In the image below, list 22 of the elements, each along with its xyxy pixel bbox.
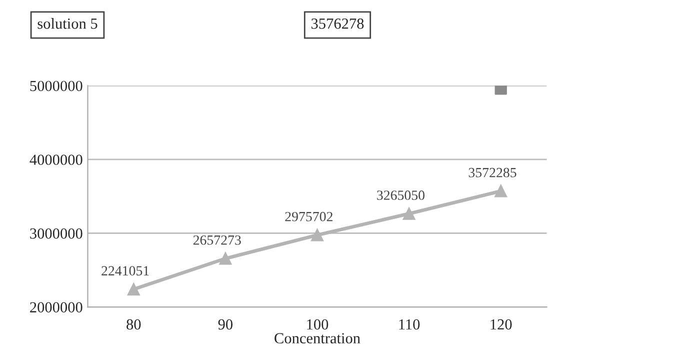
x-tick-label: 90 bbox=[218, 319, 233, 330]
data-label: 2657273 bbox=[193, 235, 241, 245]
text: 3576278 bbox=[311, 18, 364, 29]
x-tick-label: 100 bbox=[307, 319, 328, 330]
x-tick-label: 80 bbox=[126, 319, 141, 330]
x-axis-title: Concentration bbox=[274, 333, 360, 344]
point bbox=[311, 228, 324, 242]
x-tick-label: 110 bbox=[399, 319, 420, 330]
data-label: 3572285 bbox=[468, 168, 516, 178]
point bbox=[494, 184, 508, 198]
y-tick-label: 3000000 bbox=[30, 228, 82, 239]
text: solution 5 bbox=[38, 18, 98, 29]
point bbox=[127, 282, 140, 296]
data-label: 3265050 bbox=[377, 190, 424, 200]
point bbox=[219, 252, 232, 265]
data-label: 2975702 bbox=[285, 212, 332, 222]
y-tick-label: 2000000 bbox=[30, 302, 82, 312]
x-tick-label: 120 bbox=[490, 319, 512, 330]
data-label: 2241051 bbox=[102, 266, 149, 276]
point bbox=[402, 207, 416, 220]
y-tick-label: 5000000 bbox=[30, 80, 82, 92]
y-tick-label: 4000000 bbox=[30, 154, 82, 165]
